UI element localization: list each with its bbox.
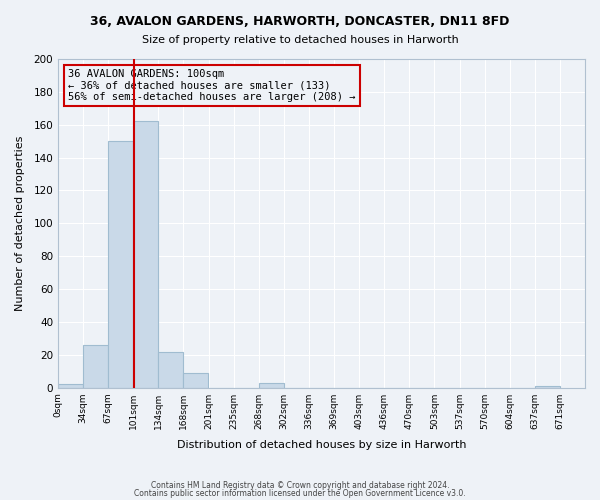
Bar	[83, 345, 108, 388]
Bar	[259, 382, 284, 388]
Text: Contains public sector information licensed under the Open Government Licence v3: Contains public sector information licen…	[134, 488, 466, 498]
X-axis label: Distribution of detached houses by size in Harworth: Distribution of detached houses by size …	[177, 440, 466, 450]
Bar	[58, 384, 83, 388]
Text: 36, AVALON GARDENS, HARWORTH, DONCASTER, DN11 8FD: 36, AVALON GARDENS, HARWORTH, DONCASTER,…	[91, 15, 509, 28]
Y-axis label: Number of detached properties: Number of detached properties	[15, 136, 25, 311]
Bar	[535, 386, 560, 388]
Bar	[133, 122, 158, 388]
Text: Contains HM Land Registry data © Crown copyright and database right 2024.: Contains HM Land Registry data © Crown c…	[151, 481, 449, 490]
Text: 36 AVALON GARDENS: 100sqm
← 36% of detached houses are smaller (133)
56% of semi: 36 AVALON GARDENS: 100sqm ← 36% of detac…	[68, 69, 356, 102]
Text: Size of property relative to detached houses in Harworth: Size of property relative to detached ho…	[142, 35, 458, 45]
Bar	[108, 141, 133, 388]
Bar	[158, 352, 183, 388]
Bar	[184, 373, 208, 388]
